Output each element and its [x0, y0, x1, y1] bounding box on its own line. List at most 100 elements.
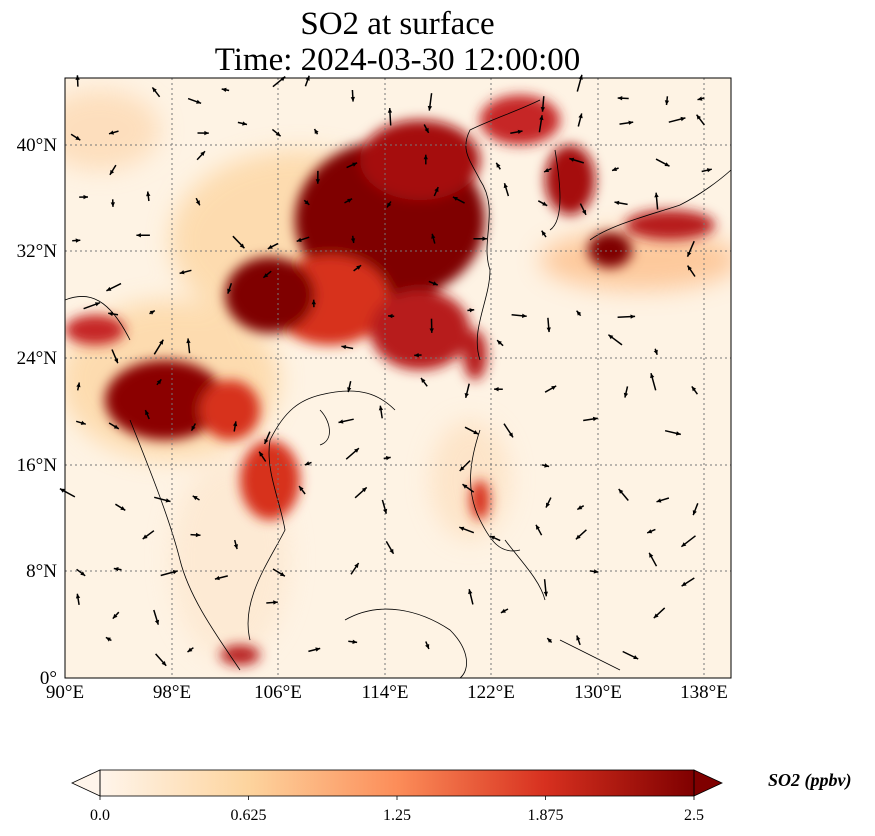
- lon-tick-label: 138°E: [680, 682, 728, 703]
- wind-arrow-head: [154, 619, 160, 625]
- wind-arrow-head: [296, 237, 302, 242]
- wind-arrow-head: [187, 647, 193, 652]
- colorbar-tick-label: 2.5: [684, 807, 704, 824]
- lon-tick-label: 114°E: [362, 682, 409, 703]
- wind-arrow-head: [459, 466, 465, 471]
- wind-arrow-head: [387, 108, 393, 113]
- wind-arrow-head: [378, 405, 384, 411]
- wind-arrow-head: [578, 113, 583, 119]
- wind-arrow-head: [628, 120, 634, 125]
- wind-arrow-head: [649, 552, 654, 558]
- wind-arrow-head: [196, 99, 202, 104]
- wind-arrow-head: [172, 570, 178, 575]
- wind-arrow-head: [633, 655, 639, 659]
- wind-arrow-head: [539, 115, 544, 121]
- wind-arrow-head: [575, 534, 581, 540]
- lat-tick-label: 24°N: [17, 348, 58, 369]
- wind-arrow-head: [517, 129, 523, 134]
- lon-tick-label: 122°E: [467, 682, 515, 703]
- wind-arrow-head: [681, 542, 687, 547]
- wind-arrow-head: [156, 379, 162, 385]
- wind-arrow-head: [161, 661, 167, 666]
- wind-arrow-head: [414, 353, 419, 358]
- wind-arrow-head: [315, 647, 321, 652]
- wind-arrow-head: [304, 461, 310, 466]
- wind-arrow-head: [647, 529, 653, 534]
- wind-arrow-head: [541, 230, 546, 236]
- wind-arrow-head: [490, 535, 496, 540]
- lat-tick-label: 0°: [40, 668, 57, 689]
- wind-arrow-head: [675, 431, 681, 436]
- colorbar-tick-label: 0.625: [231, 807, 267, 824]
- wind-arrow-head: [275, 131, 281, 137]
- lat-tick-label: 32°N: [17, 241, 58, 262]
- wind-arrow-head: [551, 385, 557, 390]
- wind-arrow-head: [576, 635, 581, 641]
- wind-arrow-head: [179, 270, 185, 275]
- wind-arrow-head: [614, 200, 620, 205]
- lat-tick-label: 16°N: [17, 455, 58, 476]
- lon-tick-label: 90°E: [46, 682, 84, 703]
- wind-arrow-head: [385, 456, 391, 461]
- wind-arrow-head: [468, 589, 473, 595]
- wind-arrow-head: [113, 567, 119, 572]
- wind-arrow-head: [653, 349, 658, 355]
- wind-arrow-head: [159, 339, 164, 345]
- wind-arrow-head: [618, 489, 624, 494]
- wind-arrow-head: [76, 382, 81, 388]
- wind-arrow-head: [387, 202, 392, 208]
- wind-arrow-head: [421, 378, 426, 383]
- colorbar-tick-label: 0.0: [90, 807, 110, 824]
- wind-arrow-head: [546, 502, 550, 508]
- wind-arrow-head: [431, 233, 436, 239]
- wind-arrow-head: [542, 201, 548, 206]
- wind-arrow-head: [200, 151, 205, 156]
- wind-arrow-head: [136, 233, 141, 238]
- wind-arrow-head: [427, 105, 433, 111]
- wind-arrow-head: [146, 191, 151, 197]
- wind-arrow-head: [500, 608, 506, 613]
- wind-arrow-head: [110, 202, 115, 207]
- wind-arrow-head: [80, 571, 86, 576]
- wind-arrow-head: [653, 613, 659, 619]
- wind-arrow-head: [267, 244, 273, 249]
- wind-arrow-head: [112, 613, 118, 619]
- wind-arrow-head: [75, 135, 81, 141]
- wind-arrow-head: [692, 510, 697, 516]
- wind-arrow-head: [546, 327, 551, 333]
- wind-arrow-head: [221, 87, 227, 92]
- wind-arrow-head: [105, 637, 111, 642]
- wind-arrow-head: [388, 313, 393, 319]
- wind-arrow-head: [75, 593, 81, 599]
- map-frame: [64, 77, 732, 679]
- wind-arrow-head: [239, 243, 245, 249]
- wind-arrow-head: [696, 114, 701, 120]
- wind-arrow-head: [423, 154, 428, 160]
- wind-arrow-head: [434, 187, 439, 193]
- wind-arrow-head: [664, 100, 670, 105]
- wind-arrow-head: [630, 314, 636, 319]
- wind-arrow-head: [617, 96, 623, 101]
- wind-arrow-head: [195, 200, 200, 206]
- wind-arrow-head: [429, 328, 434, 333]
- wind-arrow-head: [497, 340, 502, 345]
- wind-arrow-head: [95, 302, 100, 307]
- lat-tick-labels: 0° 8°N 16°N 24°N 32°N 40°N: [17, 135, 58, 689]
- wind-arrow-head: [191, 425, 196, 431]
- wind-arrow-head: [311, 299, 316, 305]
- lat-tick-label: 8°N: [26, 561, 57, 582]
- colorbar-tick-label: 1.875: [528, 807, 564, 824]
- wind-arrow-head: [462, 484, 468, 489]
- wind-arrow-head: [706, 168, 712, 173]
- wind-arrow-head: [263, 273, 269, 278]
- wind-arrow-head: [80, 420, 86, 425]
- wind-arrow-head: [356, 265, 362, 270]
- map-title: SO2 at surface: [300, 6, 495, 42]
- lat-tick-label: 40°N: [17, 135, 58, 156]
- wind-arrow-head: [279, 572, 285, 577]
- wind-arrow-head: [664, 162, 670, 167]
- wind-arrow-head: [582, 209, 586, 215]
- colorbar: 0.0 0.625 1.25 1.875 2.5: [71, 769, 723, 824]
- map-time-label: Time: 2024-03-30 12:00:00: [214, 42, 581, 78]
- wind-arrow-head: [59, 488, 65, 493]
